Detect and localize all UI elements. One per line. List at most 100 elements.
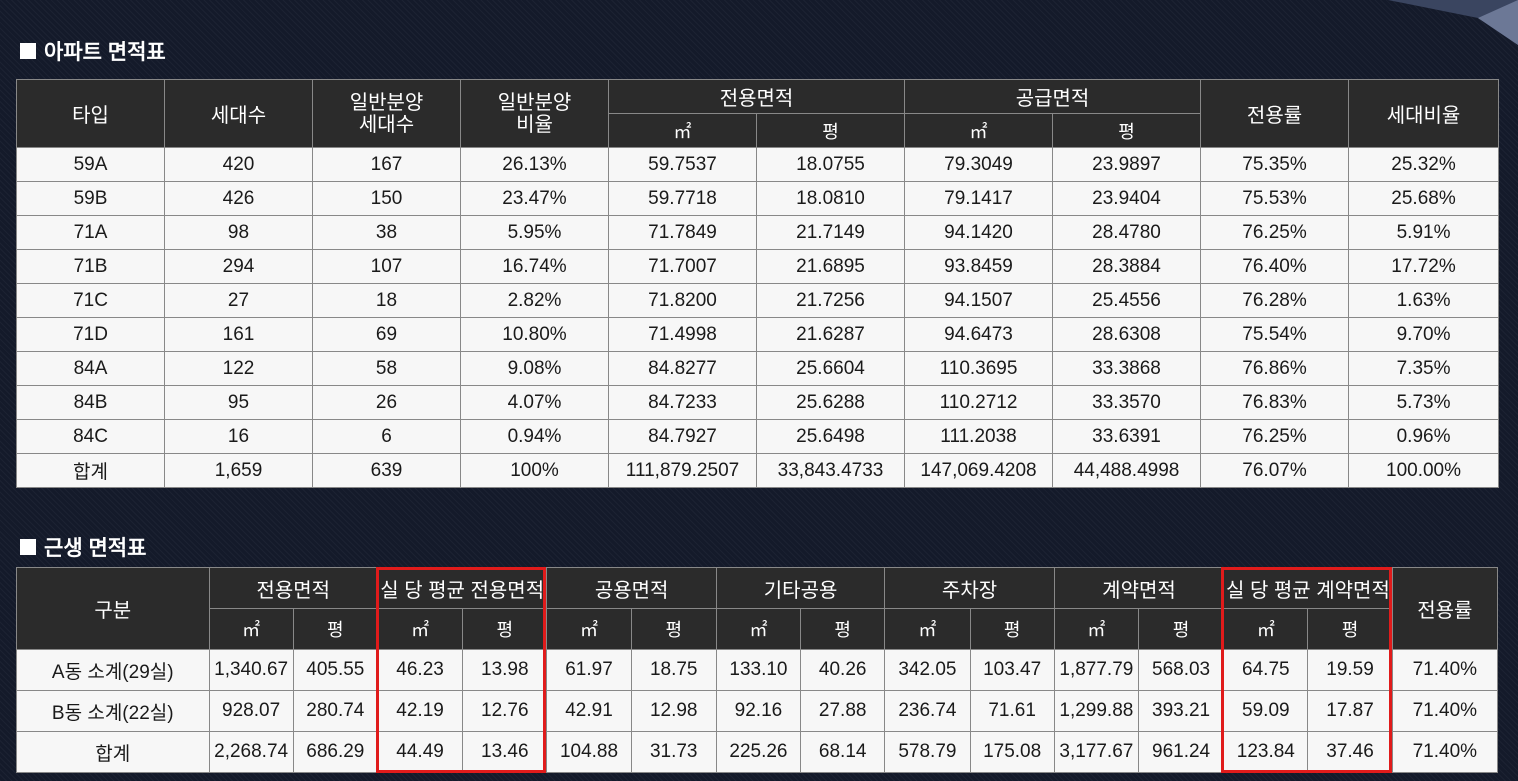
apt-area-table: 타입 세대수 일반분양 세대수 일반분양 비율 전용면적 공급면적 전용률 세대… (16, 79, 1500, 488)
cell-households: 161 (164, 317, 313, 352)
cell-type: 71D (16, 317, 165, 352)
cell-parking-pyeong: 103.47 (969, 649, 1055, 691)
table-row: 84A 122 58 9.08% 84.8277 25.6604 110.369… (16, 351, 1500, 386)
cell-supply-pyeong: 33.3570 (1052, 385, 1202, 420)
header-other-common: 기타공용 (715, 567, 886, 609)
cell-exclusive-pyeong: 686.29 (292, 731, 378, 773)
cell-household-ratio: 5.91% (1348, 215, 1500, 250)
total-row: 합계 2,268.74 686.29 44.49 13.46 104.88 31… (16, 731, 1499, 773)
cell-type: 84A (16, 351, 165, 386)
cell-contract-pyeong: 961.24 (1137, 731, 1225, 773)
cell-exclusive-m2: 84.7927 (608, 419, 757, 454)
cell-type: 71A (16, 215, 165, 250)
cell-exclusive-rate: 76.86% (1200, 351, 1350, 386)
cell-supply-m2: 79.1417 (904, 181, 1054, 216)
cell-supply-m2: 94.1507 (904, 283, 1054, 318)
square-bullet-icon (20, 539, 36, 555)
cell-supply-pyeong: 28.4780 (1052, 215, 1202, 250)
cell-household-ratio: 1.63% (1348, 283, 1500, 318)
cell-exclusive-pyeong: 18.0755 (755, 147, 906, 182)
apt-title-text: 아파트 면적표 (44, 41, 166, 64)
header-unit-m2: ㎡ (904, 113, 1054, 148)
cell-exclusive-rate: 76.40% (1200, 249, 1350, 284)
header-households: 세대수 (164, 79, 313, 148)
cell-general-ratio: 2.82% (460, 283, 609, 318)
cell-exclusive-pyeong: 25.6604 (755, 351, 906, 386)
cell-parking-m2: 342.05 (884, 649, 971, 691)
cell-households: 27 (164, 283, 313, 318)
cell-general-households: 18 (312, 283, 461, 318)
cell-exclusive-pyeong: 25.6288 (755, 385, 906, 420)
cell-avg-exclusive-pyeong: 13.98 (462, 649, 548, 691)
cell-common-m2: 61.97 (546, 649, 632, 691)
header-unit-pyeong: 평 (755, 113, 906, 148)
cell-household-ratio: 7.35% (1348, 351, 1500, 386)
corner-decoration (1388, 0, 1518, 45)
cell-other-common-m2: 92.16 (715, 690, 802, 732)
cell-exclusive-pyeong: 21.7149 (755, 215, 906, 250)
cell-avg-contract-pyeong: 37.46 (1307, 731, 1393, 773)
cell-avg-exclusive-pyeong: 13.46 (462, 731, 548, 773)
header-unit-m2: ㎡ (884, 608, 971, 650)
cell-exclusive-pyeong: 280.74 (292, 690, 378, 732)
header-unit-m2: ㎡ (376, 608, 464, 650)
header-unit-m2: ㎡ (715, 608, 802, 650)
header-unit-pyeong: 평 (462, 608, 548, 650)
cell-exclusive-rate: 76.25% (1200, 419, 1350, 454)
cell-exclusive-rate: 75.54% (1200, 317, 1350, 352)
cell-parking-pyeong: 175.08 (969, 731, 1055, 773)
header-parking: 주차장 (884, 567, 1055, 609)
table-row: 84C 16 6 0.94% 84.7927 25.6498 111.2038 … (16, 419, 1500, 454)
cell-exclusive-m2: 59.7718 (608, 181, 757, 216)
header-unit-pyeong: 평 (1307, 608, 1393, 650)
cell-common-pyeong: 12.98 (630, 690, 717, 732)
header-common-area: 공용면적 (546, 567, 717, 609)
cell-general-households: 69 (312, 317, 461, 352)
cell-common-m2: 104.88 (546, 731, 632, 773)
cell-supply-pyeong: 23.9404 (1052, 181, 1202, 216)
cell-contract-m2: 3,177.67 (1053, 731, 1139, 773)
cell-exclusive-m2: 71.8200 (608, 283, 757, 318)
cell-exclusive-pyeong: 33,843.4733 (755, 453, 906, 488)
cell-exclusive-m2: 71.7007 (608, 249, 757, 284)
retail-section-title: 근생 면적표 (20, 533, 146, 561)
cell-supply-m2: 79.3049 (904, 147, 1054, 182)
header-exclusive-rate: 전용률 (1200, 79, 1350, 148)
cell-common-pyeong: 31.73 (630, 731, 717, 773)
table-row: 59A 420 167 26.13% 59.7537 18.0755 79.30… (16, 147, 1500, 182)
cell-supply-pyeong: 44,488.4998 (1052, 453, 1202, 488)
header-unit-m2: ㎡ (546, 608, 632, 650)
cell-households: 122 (164, 351, 313, 386)
cell-supply-m2: 111.2038 (904, 419, 1054, 454)
header-general-ratio: 일반분양 비율 (460, 79, 609, 148)
cell-supply-pyeong: 33.3868 (1052, 351, 1202, 386)
cell-supply-pyeong: 23.9897 (1052, 147, 1202, 182)
cell-avg-exclusive-m2: 42.19 (376, 690, 464, 732)
cell-household-ratio: 100.00% (1348, 453, 1500, 488)
cell-category: B동 소계(22실) (16, 690, 210, 732)
cell-households: 294 (164, 249, 313, 284)
cell-other-common-m2: 225.26 (715, 731, 802, 773)
cell-household-ratio: 25.32% (1348, 147, 1500, 182)
header-contract-area: 계약면적 (1053, 567, 1225, 609)
table-row: A동 소계(29실) 1,340.67 405.55 46.23 13.98 6… (16, 649, 1499, 691)
cell-type: 84B (16, 385, 165, 420)
cell-households: 95 (164, 385, 313, 420)
cell-household-ratio: 0.96% (1348, 419, 1500, 454)
cell-parking-m2: 578.79 (884, 731, 971, 773)
cell-avg-contract-m2: 123.84 (1223, 731, 1309, 773)
cell-households: 420 (164, 147, 313, 182)
header-unit-m2: ㎡ (1053, 608, 1139, 650)
cell-household-ratio: 25.68% (1348, 181, 1500, 216)
cell-category: A동 소계(29실) (16, 649, 210, 691)
table-row: 71B 294 107 16.74% 71.7007 21.6895 93.84… (16, 249, 1500, 284)
cell-parking-m2: 236.74 (884, 690, 971, 732)
cell-general-households: 38 (312, 215, 461, 250)
table-row: 59B 426 150 23.47% 59.7718 18.0810 79.14… (16, 181, 1500, 216)
apt-section-title: 아파트 면적표 (20, 37, 166, 65)
cell-general-households: 6 (312, 419, 461, 454)
cell-exclusive-m2: 59.7537 (608, 147, 757, 182)
header-unit-pyeong: 평 (1052, 113, 1202, 148)
cell-exclusive-rate: 76.83% (1200, 385, 1350, 420)
header-unit-m2: ㎡ (608, 113, 757, 148)
